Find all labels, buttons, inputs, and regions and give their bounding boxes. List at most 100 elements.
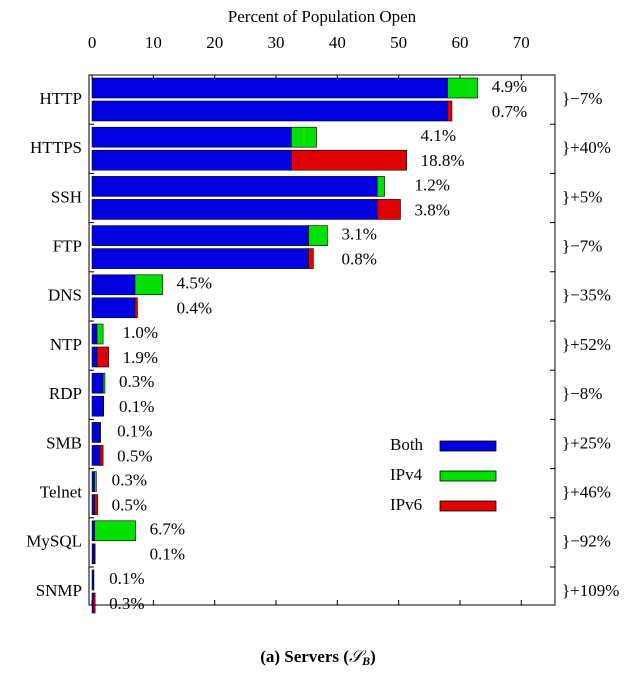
legend-label: IPv4	[390, 465, 423, 484]
change-label: }−92%	[562, 532, 611, 551]
x-tick-label: 70	[513, 33, 530, 52]
bar-segment	[91, 225, 309, 246]
bar-segment	[91, 297, 136, 319]
bar-segment	[91, 176, 378, 197]
bar-segment	[102, 395, 105, 417]
value-label: 1.0%	[123, 323, 158, 342]
change-label: }+5%	[562, 187, 602, 206]
value-label: 6.7%	[150, 520, 185, 539]
bar-segment	[94, 494, 98, 515]
value-label: 0.3%	[119, 372, 154, 391]
legend-label: Both	[390, 435, 424, 454]
bar-segment	[92, 592, 96, 614]
bar-segment	[91, 471, 95, 492]
value-label: 0.1%	[150, 545, 185, 564]
bar-segment	[94, 520, 136, 542]
x-axis-label: Percent of Population Open	[228, 7, 417, 26]
value-label: 1.9%	[123, 348, 158, 367]
bar-segment	[91, 372, 104, 394]
bar-segment	[99, 422, 101, 443]
bar-segment	[91, 77, 448, 99]
x-tick-label: 50	[390, 33, 407, 52]
value-label: 4.9%	[492, 77, 527, 96]
bar-segment	[376, 176, 385, 197]
category-label: NTP	[50, 335, 82, 354]
change-label: }−8%	[562, 384, 602, 403]
value-label: 0.5%	[117, 446, 152, 465]
bar-segment	[96, 323, 104, 345]
bar-segment	[91, 149, 292, 171]
category-label: HTTP	[40, 89, 83, 108]
value-label: 4.5%	[177, 274, 212, 293]
bar-segment	[91, 199, 378, 220]
bar-segment	[91, 543, 95, 565]
change-label: }−35%	[562, 286, 611, 305]
category-label: SSH	[51, 187, 82, 206]
caption: (a) Servers (𝒮B)	[260, 647, 376, 668]
value-label: 3.1%	[342, 225, 377, 244]
change-label: }−7%	[562, 237, 602, 256]
x-tick-label: 0	[88, 33, 97, 52]
x-tick-label: 10	[145, 33, 162, 52]
bar-segment	[92, 569, 95, 591]
bar-segment	[94, 471, 97, 492]
bar-segment	[376, 199, 401, 220]
legend-swatch	[439, 500, 497, 512]
bar-segment	[447, 100, 453, 122]
bar-segment	[447, 77, 479, 99]
change-label: }+25%	[562, 433, 611, 452]
category-label: FTP	[53, 237, 82, 256]
change-label: }+52%	[562, 335, 611, 354]
plot-frame	[88, 74, 556, 606]
bar-segment	[91, 248, 309, 269]
value-label: 0.3%	[109, 594, 144, 613]
bar-segment	[91, 126, 292, 148]
bar-segment	[134, 297, 138, 319]
category-label: Telnet	[40, 483, 83, 502]
bar-segment	[308, 248, 314, 269]
bar-segment	[91, 274, 136, 296]
change-label: }+40%	[562, 138, 611, 157]
bar-segment	[308, 225, 328, 246]
x-tick-label: 20	[206, 33, 223, 52]
caption-suffix: )	[370, 647, 376, 666]
category-label: SNMP	[36, 581, 82, 600]
bar-segment	[291, 149, 407, 171]
value-label: 4.1%	[421, 126, 456, 145]
x-tick-label: 30	[268, 33, 285, 52]
value-label: 0.1%	[119, 397, 154, 416]
bar-segment	[91, 100, 448, 122]
legend-swatch	[439, 440, 497, 452]
caption-prefix: (a) Servers (	[260, 647, 349, 666]
value-label: 0.3%	[112, 471, 147, 490]
bar-segment	[96, 346, 109, 368]
change-label: }+109%	[562, 581, 619, 600]
category-label: MySQL	[26, 532, 82, 551]
bar-segment	[91, 520, 95, 542]
value-label: 0.4%	[177, 299, 212, 318]
bar-segment	[134, 274, 163, 296]
bar-segment	[291, 126, 317, 148]
change-label: }+46%	[562, 483, 611, 502]
value-label: 18.8%	[421, 151, 465, 170]
bar-segment	[91, 323, 98, 345]
bar-segment	[94, 543, 96, 565]
value-label: 3.8%	[414, 200, 449, 219]
category-label: HTTPS	[30, 138, 82, 157]
value-label: 0.7%	[492, 102, 527, 121]
value-label: 0.1%	[109, 569, 144, 588]
category-label: RDP	[49, 384, 82, 403]
bar-segment	[99, 445, 104, 466]
bar-segment	[91, 494, 95, 515]
x-tick-label: 60	[451, 33, 468, 52]
bar-segment	[91, 346, 98, 368]
legend-swatch	[439, 470, 497, 482]
change-label: }−7%	[562, 89, 602, 108]
x-tick-label: 40	[329, 33, 346, 52]
value-label: 0.1%	[117, 421, 152, 440]
category-label: DNS	[48, 286, 82, 305]
caption-subscript: B	[361, 654, 370, 668]
bar-segment	[91, 422, 101, 443]
bar-segment	[91, 445, 101, 466]
